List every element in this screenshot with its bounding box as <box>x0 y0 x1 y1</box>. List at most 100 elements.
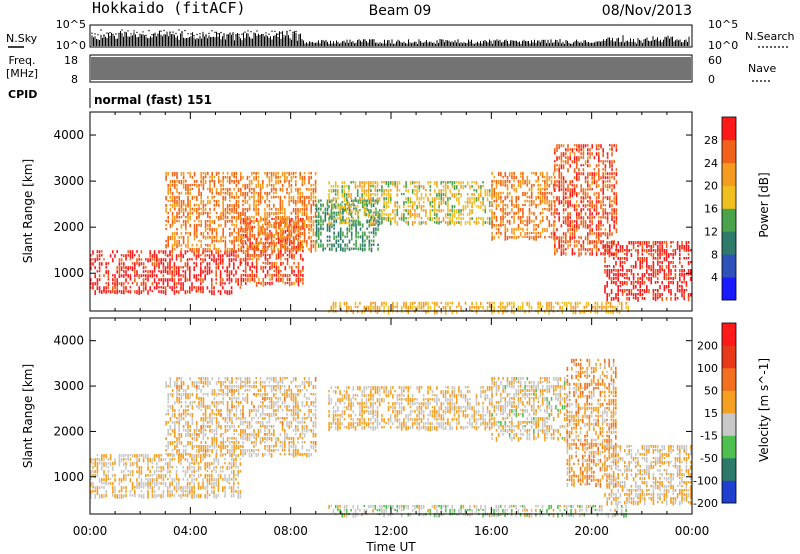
power-cell <box>495 183 498 189</box>
power-cell <box>541 219 544 222</box>
power-cell <box>240 227 242 233</box>
power-region <box>328 301 630 315</box>
power-cell <box>200 175 202 180</box>
power-cell <box>571 180 574 183</box>
power-cell <box>204 223 207 228</box>
nsearch-sample <box>175 32 177 35</box>
power-cell <box>427 301 429 305</box>
power-cell <box>259 183 262 189</box>
velocity-cell <box>123 486 125 490</box>
power-cell <box>207 223 209 227</box>
power-cell <box>573 236 576 239</box>
power-cell <box>299 175 301 180</box>
power-cell <box>460 181 462 185</box>
velocity-heatmap <box>90 358 692 518</box>
power-cell <box>178 211 180 215</box>
power-cell <box>142 266 145 270</box>
power-cell <box>165 171 167 177</box>
power-cell <box>282 237 284 242</box>
power-cell <box>598 148 600 151</box>
power-cell <box>359 185 361 188</box>
power-cell <box>237 211 240 217</box>
power-cell <box>587 172 589 177</box>
power-cell <box>626 289 628 292</box>
power-cell <box>414 301 416 304</box>
power-cell <box>389 221 392 226</box>
power-cell <box>167 171 169 176</box>
nsearch-sample <box>190 33 192 35</box>
power-cell <box>292 227 295 233</box>
power-cell <box>565 188 567 192</box>
power-cell <box>279 175 282 179</box>
power-cell <box>589 252 591 256</box>
freq-tick-bottom: 8 <box>71 73 78 86</box>
power-cell <box>266 215 268 221</box>
power-cell <box>317 207 320 211</box>
power-cell <box>90 266 92 271</box>
power-cell <box>226 191 229 196</box>
power-cell <box>610 277 613 282</box>
power-cell <box>200 207 202 211</box>
velocity-cell <box>101 458 103 462</box>
power-cell <box>508 235 511 239</box>
power-cell <box>685 241 688 246</box>
power-cell <box>129 254 132 258</box>
power-cell <box>598 164 600 167</box>
power-cell <box>453 221 456 226</box>
power-cell <box>584 188 587 192</box>
power-cell <box>339 205 341 209</box>
power-cell <box>562 236 565 239</box>
power-cell <box>573 148 576 151</box>
power-cell <box>617 241 619 246</box>
power-cell <box>604 245 606 248</box>
power-cell <box>262 217 265 221</box>
power-cell <box>160 286 162 289</box>
power-cell <box>207 215 209 219</box>
power-cell <box>235 231 238 235</box>
power-cell <box>562 220 565 224</box>
power-cell <box>589 208 591 212</box>
velocity-cell <box>151 486 154 491</box>
power-cell <box>530 235 533 240</box>
power-cell <box>654 293 657 298</box>
power-cell <box>314 171 317 176</box>
power-cell <box>317 231 320 236</box>
power-cell <box>266 221 269 226</box>
power-cell <box>213 219 216 225</box>
power-cell <box>222 183 224 188</box>
power-cell <box>317 215 320 218</box>
power-cell <box>433 189 436 193</box>
power-cell <box>222 239 224 243</box>
power-cell <box>258 253 260 258</box>
power-cell <box>281 227 284 231</box>
power-cell <box>630 293 633 296</box>
power-cell <box>196 243 198 247</box>
power-cell <box>291 245 293 250</box>
power-cell <box>308 199 310 205</box>
power-cell <box>202 199 205 204</box>
nsearch-sample <box>289 29 291 32</box>
power-cell <box>613 224 615 230</box>
power-cell <box>174 195 176 200</box>
power-cell <box>314 207 317 211</box>
power-cell <box>589 228 591 233</box>
power-cell <box>554 208 556 214</box>
power-cell <box>235 207 238 213</box>
power-cell <box>611 148 613 152</box>
power-cell <box>580 184 582 188</box>
nsearch-sample <box>229 32 231 34</box>
power-cell <box>235 254 237 258</box>
power-cell <box>589 188 591 191</box>
power-cell <box>286 215 288 221</box>
power-cell <box>580 248 582 251</box>
power-cell <box>356 193 359 197</box>
power-cell <box>374 193 377 197</box>
power-cell <box>171 195 174 201</box>
power-cell <box>617 297 619 302</box>
power-cell <box>541 305 544 308</box>
power-cell <box>249 233 251 238</box>
power-cell <box>308 247 310 251</box>
power-colorbar-swatch <box>722 254 736 278</box>
velocity-cell <box>147 462 149 466</box>
